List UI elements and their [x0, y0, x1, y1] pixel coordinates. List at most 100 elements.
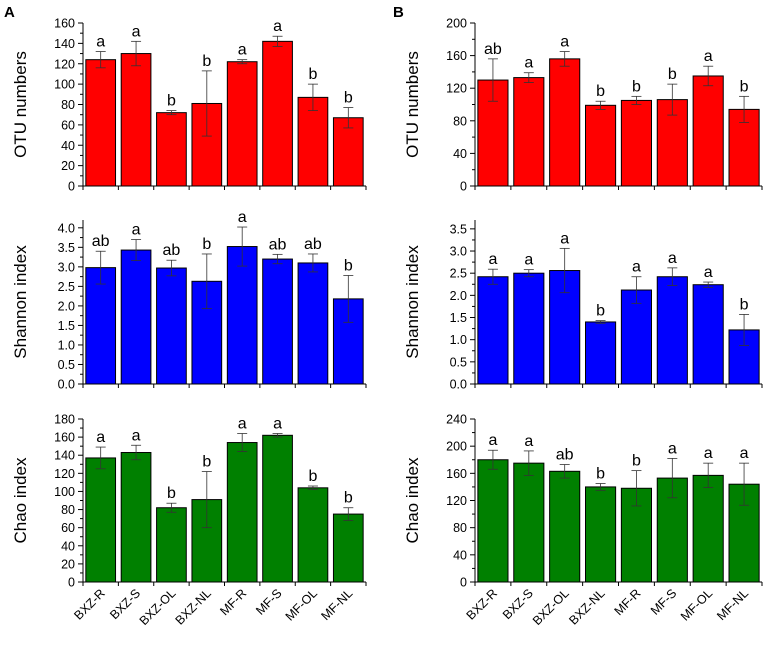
- y-tick-label: 0: [68, 180, 75, 194]
- chart-A-chao: a a b b a a b b 0 20 40 60 80 100 120 140 160 180 Chao ind…: [11, 413, 367, 628]
- significance-letter-BXZ-NL: b: [596, 83, 605, 100]
- significance-letter-MF-OL: a: [704, 445, 713, 462]
- category-label-MF-OL: MF-OL: [283, 586, 320, 623]
- significance-letter-MF-OL: ab: [304, 236, 322, 253]
- y-tick-label: 120: [446, 82, 467, 96]
- significance-letter-MF-R: a: [238, 42, 247, 59]
- significance-letter-MF-NL: b: [344, 90, 353, 107]
- category-label-MF-OL: MF-OL: [678, 586, 715, 623]
- category-label-BXZ-NL: BXZ-NL: [173, 586, 214, 627]
- bar-MF-S: [656, 276, 688, 385]
- y-tick-label: 0.0: [58, 378, 75, 392]
- y-tick-label: 2.0: [450, 289, 467, 303]
- bar-BXZ-S: [513, 462, 545, 583]
- y-axis-title: Chao index: [403, 457, 422, 544]
- significance-letter-BXZ-S: a: [524, 252, 533, 269]
- bar-BXZ-OL: [156, 112, 187, 187]
- significance-letter-MF-R: a: [238, 209, 247, 226]
- y-tick-label: 1.0: [450, 333, 467, 347]
- y-tick-label: 1.5: [450, 311, 467, 325]
- y-axis-title: Shannon index: [11, 245, 30, 359]
- significance-letter-BXZ-NL: b: [202, 454, 211, 471]
- bar-MF-S: [262, 258, 293, 385]
- y-tick-label: 60: [61, 118, 75, 132]
- significance-letter-MF-S: b: [668, 66, 677, 83]
- y-axis-title: OTU numbers: [403, 51, 422, 158]
- significance-letter-BXZ-R: ab: [92, 233, 110, 250]
- y-tick-label: 2.5: [58, 280, 75, 294]
- significance-letter-MF-R: a: [632, 259, 641, 276]
- significance-letter-BXZ-R: a: [488, 251, 497, 268]
- y-tick-label: 140: [54, 37, 75, 51]
- panel-label-a: A: [4, 4, 15, 21]
- y-tick-label: 200: [446, 17, 467, 31]
- y-tick-label: 20: [61, 159, 75, 173]
- bar-MF-R: [620, 289, 652, 385]
- chart-A-otu: a a b b a a b b 0 20 40 60 80 100 120 140 160 OTU numbers: [11, 17, 367, 194]
- significance-letter-MF-OL: a: [704, 48, 713, 65]
- significance-letter-BXZ-OL: b: [167, 485, 176, 502]
- y-tick-label: 40: [61, 139, 75, 153]
- y-tick-label: 160: [54, 17, 75, 31]
- y-tick-label: 2.5: [450, 267, 467, 281]
- category-label-MF-NL: MF-NL: [319, 586, 356, 623]
- bar-BXZ-OL: [156, 507, 187, 583]
- bar-MF-R: [226, 246, 258, 385]
- panel-label-b: B: [393, 4, 404, 21]
- bar-BXZ-S: [513, 77, 545, 187]
- significance-letter-BXZ-OL: a: [560, 34, 569, 51]
- significance-letter-BXZ-NL: b: [202, 236, 211, 253]
- significance-letter-BXZ-OL: b: [167, 93, 176, 110]
- significance-letter-BXZ-S: a: [132, 427, 141, 444]
- bar-MF-OL: [297, 262, 329, 385]
- significance-letter-MF-S: a: [668, 250, 677, 267]
- bar-BXZ-R: [85, 457, 117, 583]
- significance-letter-MF-S: a: [668, 440, 677, 457]
- significance-letter-BXZ-R: a: [488, 432, 497, 449]
- chart-B-chao: a a ab b b a a a 0 40 80 120 160 200 240 Chao index BXZ-…: [403, 413, 763, 628]
- significance-letter-MF-NL: b: [740, 78, 749, 95]
- category-label-BXZ-NL: BXZ-NL: [566, 586, 607, 627]
- category-label-MF-S: MF-S: [253, 586, 285, 618]
- y-axis-title: Shannon index: [403, 245, 422, 359]
- bar-BXZ-R: [85, 59, 117, 187]
- y-tick-label: 120: [54, 57, 75, 71]
- significance-letter-MF-OL: a: [704, 264, 713, 281]
- y-tick-label: 160: [54, 431, 75, 445]
- y-tick-label: 0.5: [450, 355, 467, 369]
- category-label-BXZ-R: BXZ-R: [71, 586, 107, 622]
- bar-BXZ-R: [477, 459, 509, 583]
- y-tick-label: 4.0: [58, 221, 75, 235]
- chart-B-shannon: a a a b a a a b 0.0 0.5 1.0 1.5 2.0 2.5 3.0 3.5 Shannon …: [403, 220, 763, 392]
- significance-letter-MF-NL: b: [344, 257, 353, 274]
- y-tick-label: 80: [61, 503, 75, 517]
- significance-letter-BXZ-OL: ab: [556, 447, 574, 464]
- significance-letter-MF-R: b: [632, 453, 641, 470]
- bar-BXZ-OL: [549, 58, 581, 187]
- y-tick-label: 80: [453, 521, 467, 535]
- y-tick-label: 0: [460, 180, 467, 194]
- y-tick-label: 80: [453, 114, 467, 128]
- y-tick-label: 240: [446, 413, 467, 427]
- bar-BXZ-NL: [585, 486, 617, 583]
- category-label-MF-S: MF-S: [648, 586, 680, 618]
- y-tick-label: 20: [61, 557, 75, 571]
- significance-letter-MF-OL: b: [308, 66, 317, 83]
- significance-letter-BXZ-OL: ab: [163, 242, 181, 259]
- bar-MF-NL: [332, 513, 364, 583]
- significance-letter-MF-NL: b: [740, 296, 749, 313]
- bar-MF-R: [620, 99, 652, 187]
- y-tick-label: 3.0: [58, 260, 75, 274]
- y-tick-label: 3.5: [58, 241, 75, 255]
- significance-letter-BXZ-OL: a: [560, 230, 569, 247]
- y-tick-label: 140: [54, 449, 75, 463]
- significance-letter-MF-OL: b: [308, 468, 317, 485]
- y-tick-label: 3.5: [450, 222, 467, 236]
- y-tick-label: 1.5: [58, 319, 75, 333]
- significance-letter-BXZ-NL: b: [596, 466, 605, 483]
- category-label-MF-R: MF-R: [217, 586, 249, 618]
- bar-BXZ-S: [120, 53, 152, 187]
- bar-MF-R: [226, 442, 258, 583]
- category-label-MF-R: MF-R: [612, 586, 644, 618]
